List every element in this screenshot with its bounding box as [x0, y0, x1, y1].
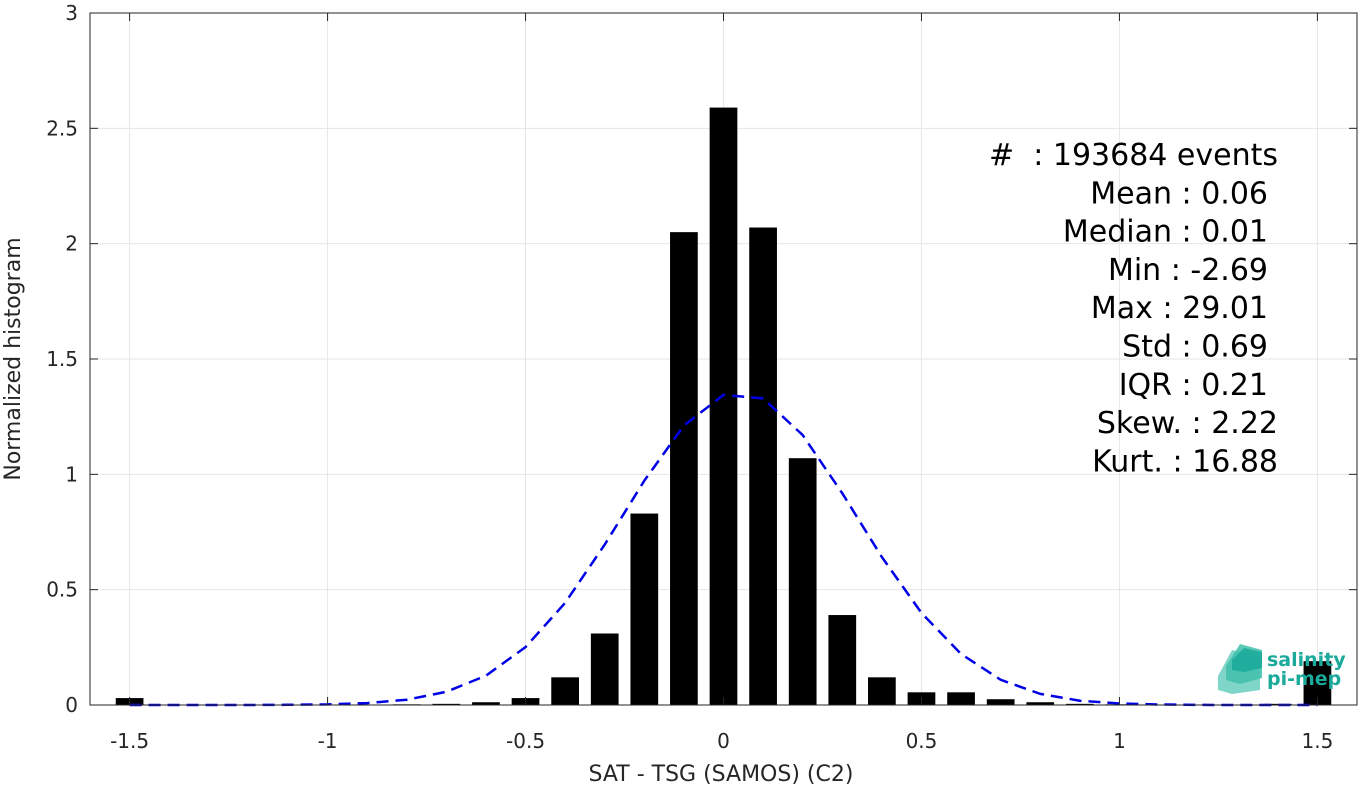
axes	[89, 12, 1358, 706]
histogram-bar	[551, 677, 579, 705]
y-tick-label: 3	[65, 1, 78, 25]
y-tick-label: 1.5	[46, 347, 78, 371]
x-axis-label: SAT - TSG (SAMOS) (C2)	[589, 762, 854, 785]
logo-mark-icon	[1218, 644, 1262, 694]
logo-line-1: salinity	[1267, 649, 1346, 671]
x-tick-label: 0	[717, 729, 730, 753]
y-tick-label: 2.5	[46, 116, 78, 140]
stat-line: Mean : 0.06	[1090, 176, 1268, 211]
x-tick-label: 1	[1113, 729, 1126, 753]
histogram-bar	[472, 702, 500, 705]
y-tick-label: 1	[65, 462, 78, 486]
logo-line-2: pi-mep	[1267, 668, 1341, 690]
histogram-bar	[1026, 702, 1055, 705]
y-tick-label: 0	[65, 693, 78, 717]
stat-line: Skew. : 2.22	[1097, 406, 1278, 441]
bar-series	[115, 107, 1332, 705]
histogram-bar	[1065, 703, 1094, 705]
stat-line: Std : 0.69	[1122, 330, 1268, 365]
stat-line: IQR : 0.21	[1119, 368, 1268, 403]
y-tick-label: 2	[65, 232, 78, 256]
histogram-bar	[947, 692, 975, 705]
stat-line: Max : 29.01	[1091, 291, 1268, 326]
x-tick-label: -1	[318, 729, 338, 753]
x-tick-label: 0.5	[906, 729, 938, 753]
x-tick-label: 1.5	[1302, 729, 1334, 753]
histogram-bar	[986, 699, 1015, 705]
salinity-pi-mep-logo: salinity pi-mep	[1218, 644, 1346, 694]
histogram-bar	[868, 677, 896, 705]
histogram-bar	[590, 633, 619, 705]
histogram-bar	[709, 107, 738, 705]
histogram-bar	[788, 458, 817, 705]
stat-line: Median : 0.01	[1063, 215, 1268, 250]
histogram-bar	[670, 232, 698, 705]
x-tick-label: -1.5	[110, 729, 149, 753]
y-tick-label: 0.5	[46, 578, 78, 602]
histogram-bar	[828, 615, 857, 705]
histogram-bar	[1263, 703, 1292, 705]
histogram-bar	[630, 513, 659, 705]
x-tick-label: -0.5	[506, 729, 545, 753]
stat-line: # : 193684 events	[989, 138, 1278, 173]
y-axis-label: Normalized histogram	[1, 237, 26, 480]
tick-labels: -1.5 -1 -0.5 0 0.5 1 1.5 0 0.5 1 1.5 2 2.5 3	[46, 1, 1333, 753]
histogram-bar	[432, 703, 461, 705]
stat-line: Kurt. : 16.88	[1092, 444, 1278, 479]
histogram-bar	[749, 227, 777, 705]
stat-line: Min : -2.69	[1108, 253, 1268, 288]
